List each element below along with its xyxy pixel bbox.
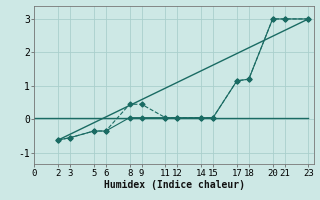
X-axis label: Humidex (Indice chaleur): Humidex (Indice chaleur) <box>104 180 245 190</box>
